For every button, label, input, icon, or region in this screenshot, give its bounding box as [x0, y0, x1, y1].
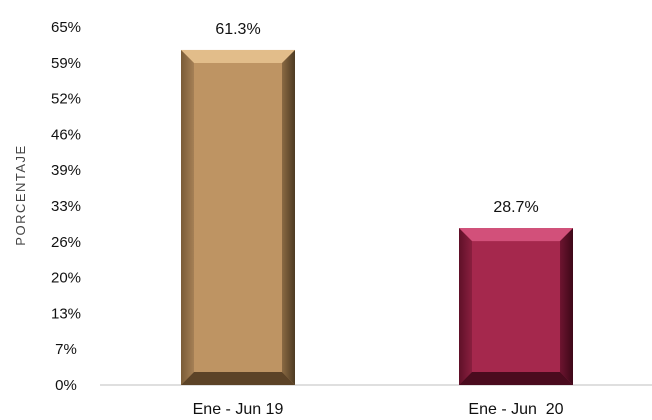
- bar-face: [181, 49, 295, 386]
- bar-face: [459, 228, 573, 385]
- data-labels: 61.3% 28.7%: [215, 21, 538, 216]
- x-category-label: Ene - Jun 19: [193, 401, 284, 418]
- bar: [181, 49, 295, 386]
- bar: [459, 228, 573, 385]
- bars: [181, 49, 573, 386]
- y-tick-label: 33%: [51, 198, 81, 215]
- y-tick-label: 0%: [55, 377, 77, 394]
- bar-bevel-right: [560, 228, 573, 385]
- bar-bevel-right: [282, 49, 295, 386]
- y-axis-ticks: 0% 7% 13% 20% 26% 33% 39% 46% 52% 59% 65%: [51, 19, 81, 394]
- y-tick-label: 46%: [51, 126, 81, 143]
- y-axis-title: PORCENTAJE: [13, 144, 28, 245]
- y-tick-label: 26%: [51, 234, 81, 251]
- bar-value-label: 28.7%: [493, 199, 538, 216]
- bar-bevel-bottom: [459, 372, 573, 385]
- bar-bevel-left: [181, 49, 194, 386]
- y-tick-label: 39%: [51, 162, 81, 179]
- y-tick-label: 52%: [51, 91, 81, 108]
- y-tick-label: 59%: [51, 55, 81, 72]
- bar-value-label: 61.3%: [215, 21, 260, 38]
- bar-bevel-top: [459, 228, 573, 242]
- bar-bevel-left: [459, 228, 472, 385]
- y-tick-label: 13%: [51, 305, 81, 322]
- y-tick-label: 65%: [51, 19, 81, 36]
- bar-bevel-top: [181, 49, 295, 63]
- y-tick-label: 20%: [51, 270, 81, 287]
- x-category-label: Ene - Jun 20: [468, 401, 563, 418]
- bar-bevel-bottom: [181, 372, 295, 385]
- y-tick-label: 7%: [55, 341, 77, 358]
- category-labels: Ene - Jun 19 Ene - Jun 20: [193, 401, 564, 418]
